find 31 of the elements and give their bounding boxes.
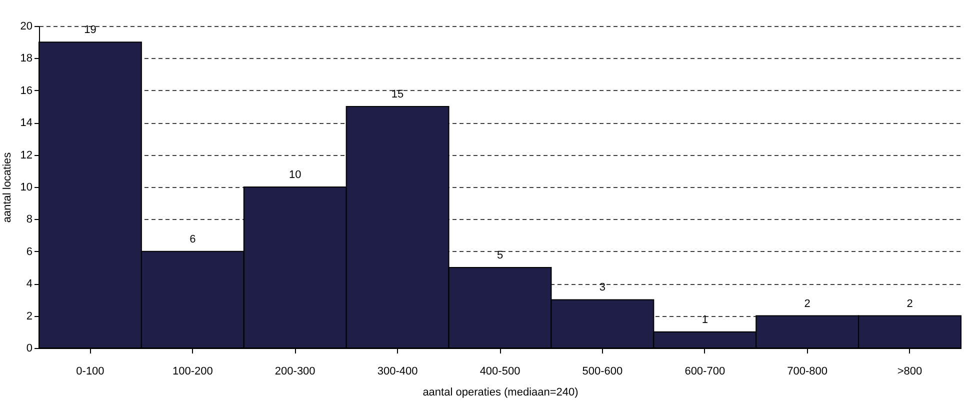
data-label: 3	[599, 282, 606, 294]
y-tick-label: 0	[26, 342, 32, 354]
x-tick-label: 600-700	[684, 366, 726, 378]
x-tick-label: 700-800	[787, 366, 828, 378]
data-label: 2	[906, 298, 913, 310]
y-axis-title: aantal locaties	[1, 152, 14, 223]
x-tick-label: 0-100	[76, 366, 104, 378]
y-tick-label: 6	[26, 246, 32, 258]
data-label: 6	[190, 233, 196, 246]
x-tick-label: >800	[897, 366, 922, 378]
x-tick-label: 300-400	[377, 366, 418, 378]
x-tick-label: 100-200	[172, 366, 213, 378]
data-label: 19	[84, 24, 96, 36]
data-label: 10	[288, 169, 302, 181]
y-tick-label: 18	[20, 52, 32, 65]
y-tick-label: 14	[20, 117, 32, 130]
y-tick-label: 12	[20, 149, 32, 162]
x-axis-title: aantal operaties (mediaan=240)	[422, 386, 578, 398]
x-tick-label: 200-300	[274, 366, 316, 378]
data-label: 2	[804, 298, 810, 310]
x-tick-label: 500-600	[582, 366, 623, 378]
data-label: 5	[496, 250, 504, 262]
data-label: 15	[391, 88, 404, 100]
y-tick-label: 4	[26, 278, 32, 290]
y-tick-label: 10	[20, 182, 32, 194]
y-tick-label: 8	[26, 214, 32, 226]
y-tick-label: 2	[26, 310, 32, 322]
y-tick-label: 20	[20, 20, 32, 32]
x-tick-label: 400-500	[480, 366, 520, 378]
y-tick-label: 16	[20, 84, 32, 97]
data-label: 1	[702, 314, 708, 326]
